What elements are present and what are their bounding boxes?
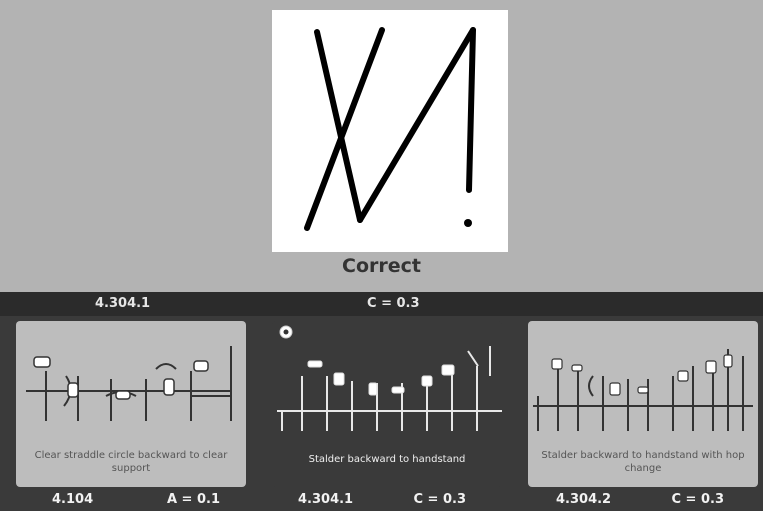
skill-option-card-1[interactable]: Clear straddle circle backward to clear … xyxy=(16,321,246,487)
skill-option-card-2[interactable]: Stalder backward to handstand xyxy=(272,321,502,487)
skill-figure-illustration xyxy=(533,349,753,431)
skill-option-code: 4.104 xyxy=(52,492,94,507)
skill-option-code: 4.304.1 xyxy=(298,492,354,507)
handwritten-skill-symbol xyxy=(304,27,476,231)
skill-options-panel: Clear straddle circle backward to clear … xyxy=(0,316,763,511)
skill-figure-illustration xyxy=(26,346,232,421)
skill-option-value: C = 0.3 xyxy=(413,492,466,507)
skill-option-footer-2: 4.304.1 C = 0.3 xyxy=(262,492,492,510)
skill-option-card-3[interactable]: Stalder backward to handstand with hop c… xyxy=(528,321,758,487)
skill-option-value: C = 0.3 xyxy=(671,492,724,507)
skill-option-caption: Clear straddle circle backward to clear … xyxy=(34,450,228,474)
result-label: Correct xyxy=(342,255,421,277)
skill-option-code: 4.304.2 xyxy=(556,492,612,507)
skill-option-footer-3: 4.304.2 C = 0.3 xyxy=(520,492,750,510)
skill-option-value: A = 0.1 xyxy=(166,492,220,507)
skill-option-caption: Stalder backward to handstand xyxy=(308,454,466,465)
selected-skill-code: 4.304.1 xyxy=(95,296,151,311)
skill-option-footer-1: 4.104 A = 0.1 xyxy=(16,492,246,510)
skill-figure-illustration xyxy=(277,325,502,431)
skill-symbol-card xyxy=(272,10,508,252)
selected-skill-bar: 4.304.1 C = 0.3 xyxy=(0,292,763,316)
skill-option-caption: Stalder backward to handstand with hop c… xyxy=(541,450,745,474)
symbol-display-area: Correct xyxy=(272,10,508,277)
selected-skill-value: C = 0.3 xyxy=(367,296,420,311)
